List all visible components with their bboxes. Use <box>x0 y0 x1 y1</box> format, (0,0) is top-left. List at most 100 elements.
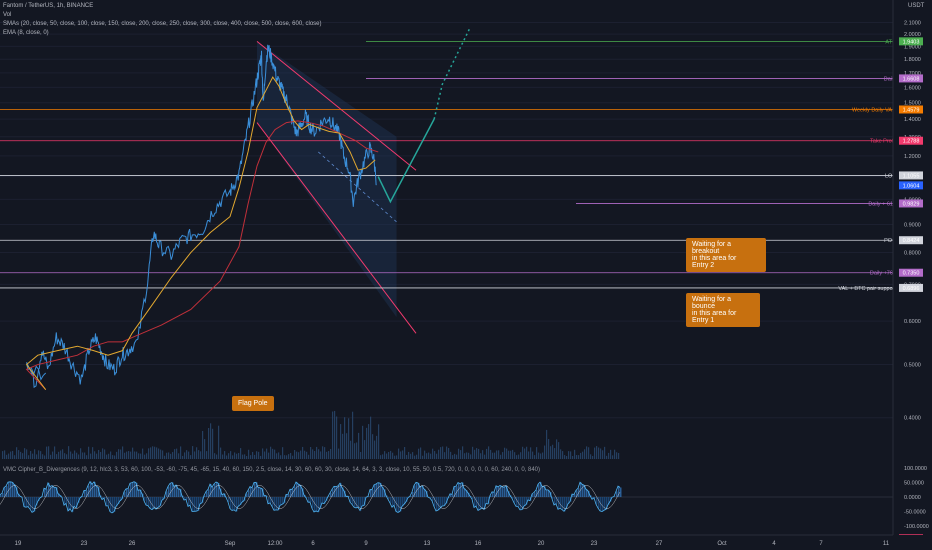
volume-bar <box>290 452 292 459</box>
volume-bar <box>558 442 560 459</box>
osc-bar <box>102 497 104 500</box>
volume-bar <box>330 448 332 459</box>
osc-bar <box>558 497 560 510</box>
volume-bar <box>386 453 388 459</box>
volume-bar <box>24 448 26 459</box>
volume-bar <box>550 446 552 459</box>
volume-bar <box>252 451 254 459</box>
osc-bar <box>28 497 30 507</box>
volume-bar <box>216 454 218 459</box>
osc-bar <box>58 493 60 497</box>
osc-bar <box>38 497 40 501</box>
volume-bar <box>48 446 50 459</box>
osc-bar <box>282 497 284 505</box>
osc-bar <box>266 495 268 497</box>
osc-bar <box>212 487 214 497</box>
volume-bar <box>458 448 460 459</box>
osc-bar <box>30 497 32 510</box>
osc-bar <box>260 487 262 497</box>
volume-bar <box>218 425 220 459</box>
volume-bar <box>540 453 542 459</box>
osc-bar <box>356 497 358 508</box>
osc-bar <box>238 497 240 507</box>
volume-bar <box>314 451 316 459</box>
breakout-line-3: Entry 2 <box>692 262 715 269</box>
volume-bar <box>432 448 434 459</box>
volume-bar <box>442 446 444 459</box>
volume-bar <box>398 448 400 459</box>
volume-bar <box>222 454 224 459</box>
osc-bar <box>200 497 202 504</box>
osc-bar <box>592 497 594 500</box>
osc-bar <box>134 481 136 497</box>
osc-bar <box>438 497 440 511</box>
volume-bar <box>226 455 228 459</box>
y-tick-label: 2.1000 <box>904 21 921 27</box>
volume-bar <box>554 448 556 459</box>
osc-bar <box>78 497 80 503</box>
volume-bar <box>452 455 454 459</box>
osc-bar <box>528 497 530 500</box>
volume-bar <box>258 451 260 459</box>
osc-bar <box>334 486 336 497</box>
osc-bar <box>380 483 382 497</box>
osc-bar <box>450 493 452 497</box>
osc-bar <box>152 497 154 510</box>
osc-bar <box>562 497 564 510</box>
osc-bar <box>172 482 174 497</box>
volume-bar <box>586 446 588 459</box>
channel-lower-line <box>256 122 417 334</box>
volume-bar <box>322 446 324 459</box>
volume-bar <box>348 418 350 459</box>
volume-bar <box>556 439 558 459</box>
osc-bar <box>254 482 256 497</box>
volume-bar <box>552 444 554 459</box>
osc-bar <box>198 497 200 511</box>
volume-bar <box>192 446 194 459</box>
volume-bar <box>40 451 42 459</box>
volume-bar <box>582 451 584 459</box>
volume-bar <box>592 455 594 459</box>
osc-bar <box>432 497 434 501</box>
x-tick-label: 11 <box>883 541 890 547</box>
volume-bar <box>600 448 602 459</box>
volume-bar <box>534 455 536 459</box>
volume-bar <box>450 451 452 459</box>
x-tick-label: 7 <box>819 541 823 547</box>
volume-bar <box>58 451 60 459</box>
oscillator-label: VMC Cipher_B_Divergences (9, 12, hlc3, 3… <box>3 467 541 473</box>
volume-bar <box>166 452 168 459</box>
osc-bar <box>616 491 618 497</box>
volume-bar <box>456 454 458 459</box>
level-name: Daily + 618 <box>868 201 896 207</box>
y-tick-label: 1.7000 <box>904 71 921 77</box>
osc-bar <box>194 497 196 512</box>
volume-bar <box>336 416 338 459</box>
volume-bar <box>346 433 348 459</box>
volume-bar <box>360 451 362 459</box>
y-tick-label: 0.9000 <box>904 222 921 228</box>
volume-bar <box>60 450 62 459</box>
osc-bar <box>126 488 128 497</box>
volume-bar <box>396 455 398 459</box>
breakout-line-2: in this area for <box>692 255 737 262</box>
volume-bar <box>124 452 126 459</box>
volume-bar <box>260 455 262 459</box>
volume-bar <box>32 453 34 459</box>
osc-bar <box>294 486 296 497</box>
volume-bar <box>34 449 36 459</box>
volume-bar <box>304 450 306 459</box>
y-tick-label: 1.9000 <box>904 44 921 50</box>
volume-bar <box>520 452 522 459</box>
osc-bar <box>124 491 126 497</box>
volume-bar <box>56 454 58 459</box>
volume-bar <box>294 449 296 459</box>
volume-bar <box>564 455 566 459</box>
volume-bar <box>246 455 248 459</box>
volume-bar <box>312 449 314 459</box>
x-tick-label: 6 <box>311 541 315 547</box>
volume-bar <box>28 455 30 459</box>
osc-bar <box>236 497 238 512</box>
osc-bar <box>26 497 28 508</box>
